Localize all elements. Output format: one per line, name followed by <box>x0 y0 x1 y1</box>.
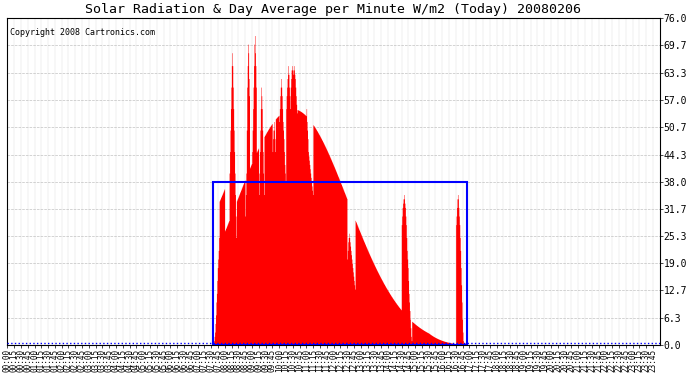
Bar <box>213 182 467 345</box>
Title: Solar Radiation & Day Average per Minute W/m2 (Today) 20080206: Solar Radiation & Day Average per Minute… <box>86 3 581 16</box>
Text: Copyright 2008 Cartronics.com: Copyright 2008 Cartronics.com <box>10 28 155 37</box>
